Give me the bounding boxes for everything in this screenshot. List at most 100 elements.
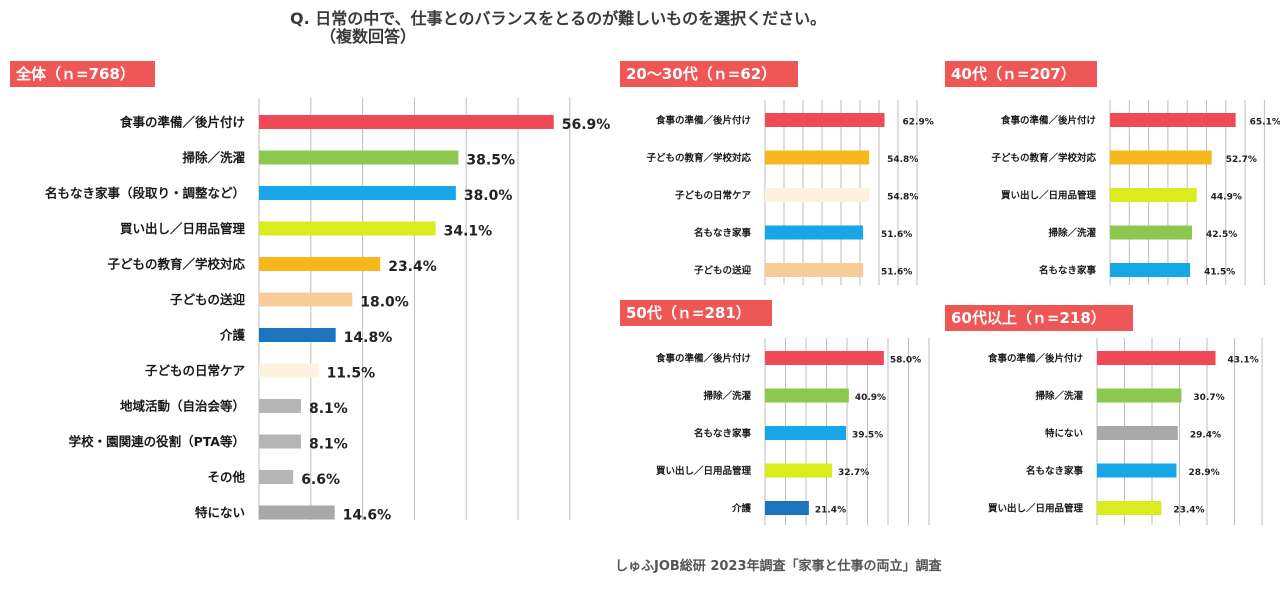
chart-title-50s: 50代（ｎ=281）: [620, 300, 772, 326]
bar: [765, 388, 849, 403]
data-label: 32.7%: [838, 468, 869, 478]
data-label: 56.9%: [562, 117, 611, 133]
category-label: 名もなき家事: [1026, 465, 1084, 477]
bar: [765, 426, 846, 440]
category-label: 食事の準備／後片付け: [1000, 114, 1096, 126]
category-label: 介護: [219, 328, 246, 343]
data-label: 11.5%: [327, 366, 376, 382]
category-label: 買い出し／日用品管理: [656, 465, 752, 477]
chart-title-overall: 全体（ｎ=768）: [10, 61, 155, 87]
bar: [259, 292, 353, 307]
category-label: 子どもの教育／学校対応: [991, 152, 1096, 164]
bar: [1097, 351, 1216, 365]
data-label: 8.1%: [309, 437, 348, 453]
data-label: 38.5%: [466, 153, 515, 169]
data-label: 58.0%: [890, 356, 921, 366]
category-label: その他: [207, 470, 245, 485]
bar: [259, 186, 456, 200]
bar: [1097, 426, 1178, 440]
data-label: 51.6%: [881, 230, 912, 240]
bar: [1110, 225, 1193, 240]
data-label: 44.9%: [1211, 193, 1242, 203]
data-label: 28.9%: [1188, 468, 1219, 478]
category-label: 買い出し／日用品管理: [1001, 189, 1097, 201]
category-label: 掃除／洗濯: [703, 390, 751, 402]
data-label: 23.4%: [388, 259, 437, 275]
category-label: 名もなき家事（段取り・調整など）: [45, 186, 245, 201]
category-label: 特にない: [1045, 427, 1083, 439]
chart-title-40s: 40代（ｎ=207）: [945, 61, 1097, 87]
bar: [259, 505, 335, 520]
bar: [765, 463, 833, 478]
data-label: 62.9%: [903, 118, 934, 128]
data-label: 54.8%: [887, 155, 918, 165]
category-label: 子どもの送迎: [694, 264, 752, 276]
data-label: 30.7%: [1193, 393, 1224, 403]
bar: [259, 150, 459, 165]
bar: [765, 188, 870, 202]
chart-title-60s: 60代以上（ｎ=218）: [945, 305, 1133, 331]
bar: [1110, 113, 1236, 127]
bar: [765, 263, 864, 277]
chart-title-20-30s: 20～30代（ｎ=62）: [620, 61, 798, 87]
data-label: 29.4%: [1190, 431, 1221, 441]
bar: [1097, 388, 1182, 403]
bar: [259, 363, 319, 378]
data-label: 6.6%: [301, 472, 340, 488]
data-label: 23.4%: [1173, 506, 1204, 516]
data-label: 21.4%: [815, 506, 846, 516]
category-label: 地域活動（自治会等）: [120, 399, 245, 414]
data-label: 41.5%: [1204, 268, 1235, 278]
category-label: 子どもの教育／学校対応: [107, 257, 245, 272]
category-label: 掃除／洗濯: [1035, 390, 1083, 402]
bar: [259, 470, 294, 484]
category-label: 買い出し／日用品管理: [988, 502, 1084, 514]
category-label: 子どもの送迎: [170, 292, 246, 307]
category-label: 食事の準備／後片付け: [119, 115, 245, 130]
bar: [259, 221, 436, 236]
bar: [259, 328, 336, 342]
category-label: 介護: [731, 502, 752, 514]
data-label: 42.5%: [1206, 230, 1237, 240]
data-label: 52.7%: [1226, 155, 1257, 165]
source-note: しゅふJOB総研 2023年調査「家事と仕事の両立」調査: [615, 559, 942, 574]
data-label: 14.8%: [344, 330, 393, 346]
question-line-1: Q. 日常の中で、仕事とのバランスをとるのが難しいものを選択ください。: [290, 9, 827, 28]
bar: [1097, 501, 1162, 515]
bar: [765, 351, 884, 365]
category-label: 食事の準備／後片付け: [987, 352, 1083, 364]
category-label: 特にない: [195, 505, 245, 520]
data-label: 40.9%: [855, 393, 886, 403]
category-label: 食事の準備／後片付け: [655, 114, 751, 126]
bar: [765, 225, 864, 240]
category-label: 子どもの日常ケア: [675, 189, 752, 201]
bar: [259, 399, 301, 413]
bar: [765, 150, 870, 165]
data-label: 43.1%: [1228, 356, 1259, 366]
bar: [1110, 150, 1212, 165]
question-header: Q. 日常の中で、仕事とのバランスをとるのが難しいものを選択ください。 （複数回…: [290, 10, 930, 46]
category-label: 名もなき家事: [1039, 264, 1097, 276]
bar: [1110, 263, 1191, 277]
bar: [259, 115, 554, 129]
category-label: 子どもの教育／学校対応: [646, 152, 751, 164]
data-label: 51.6%: [881, 268, 912, 278]
category-label: 名もなき家事: [694, 427, 752, 439]
question-line-2: （複数回答）: [320, 27, 417, 46]
bar: [259, 434, 301, 449]
category-label: 買い出し／日用品管理: [120, 221, 246, 236]
data-label: 54.8%: [887, 193, 918, 203]
category-label: 食事の準備／後片付け: [655, 352, 751, 364]
data-label: 18.0%: [360, 295, 409, 311]
category-label: 名もなき家事: [694, 227, 752, 239]
bar: [1110, 188, 1197, 202]
data-label: 34.1%: [444, 224, 493, 240]
bar: [1097, 463, 1177, 478]
data-label: 38.0%: [464, 188, 513, 204]
data-label: 14.6%: [343, 508, 392, 524]
category-label: 掃除／洗濯: [182, 150, 245, 165]
data-label: 65.1%: [1250, 118, 1280, 128]
category-label: 学校・園関連の役割（PTA等）: [69, 434, 245, 449]
bar: [259, 257, 381, 271]
